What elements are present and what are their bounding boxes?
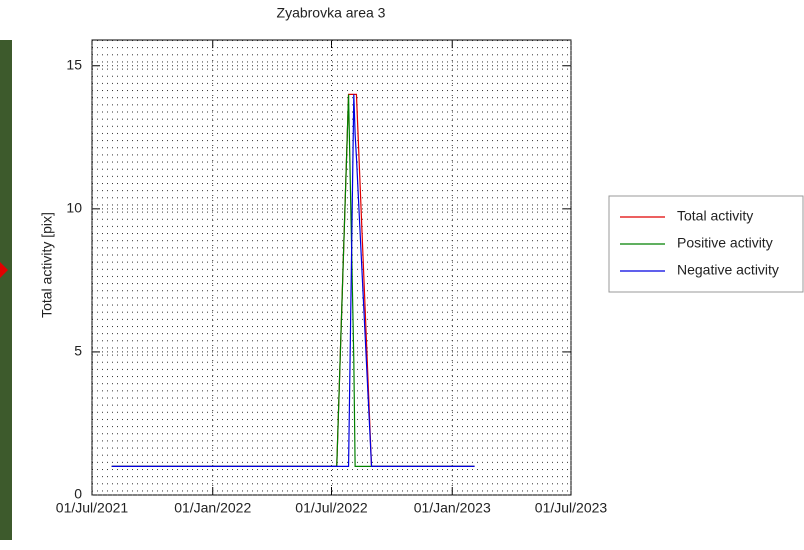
x-tick-label: 01/Jul/2023 [535, 500, 608, 516]
series-line [111, 94, 475, 467]
plot-area [91, 39, 572, 496]
x-tick-label: 01/Jan/2022 [174, 500, 251, 516]
map-sliver [0, 40, 12, 540]
y-tick-label: 0 [74, 486, 82, 502]
chart-title: Zyabrovka area 3 [277, 5, 386, 21]
map-marker [0, 262, 8, 278]
x-tick-label: 01/Jul/2021 [56, 500, 129, 516]
legend-label: Total activity [677, 208, 753, 224]
y-tick-label: 15 [66, 56, 82, 72]
legend-label: Positive activity [677, 235, 773, 251]
series-line [111, 94, 475, 467]
x-tick-label: 01/Jan/2023 [414, 500, 491, 516]
x-tick-label: 01/Jul/2022 [295, 500, 368, 516]
legend-label: Negative activity [677, 262, 779, 278]
y-axis-label: Total activity [pix] [39, 212, 55, 318]
y-tick-label: 10 [66, 200, 82, 216]
y-tick-label: 5 [74, 343, 82, 359]
